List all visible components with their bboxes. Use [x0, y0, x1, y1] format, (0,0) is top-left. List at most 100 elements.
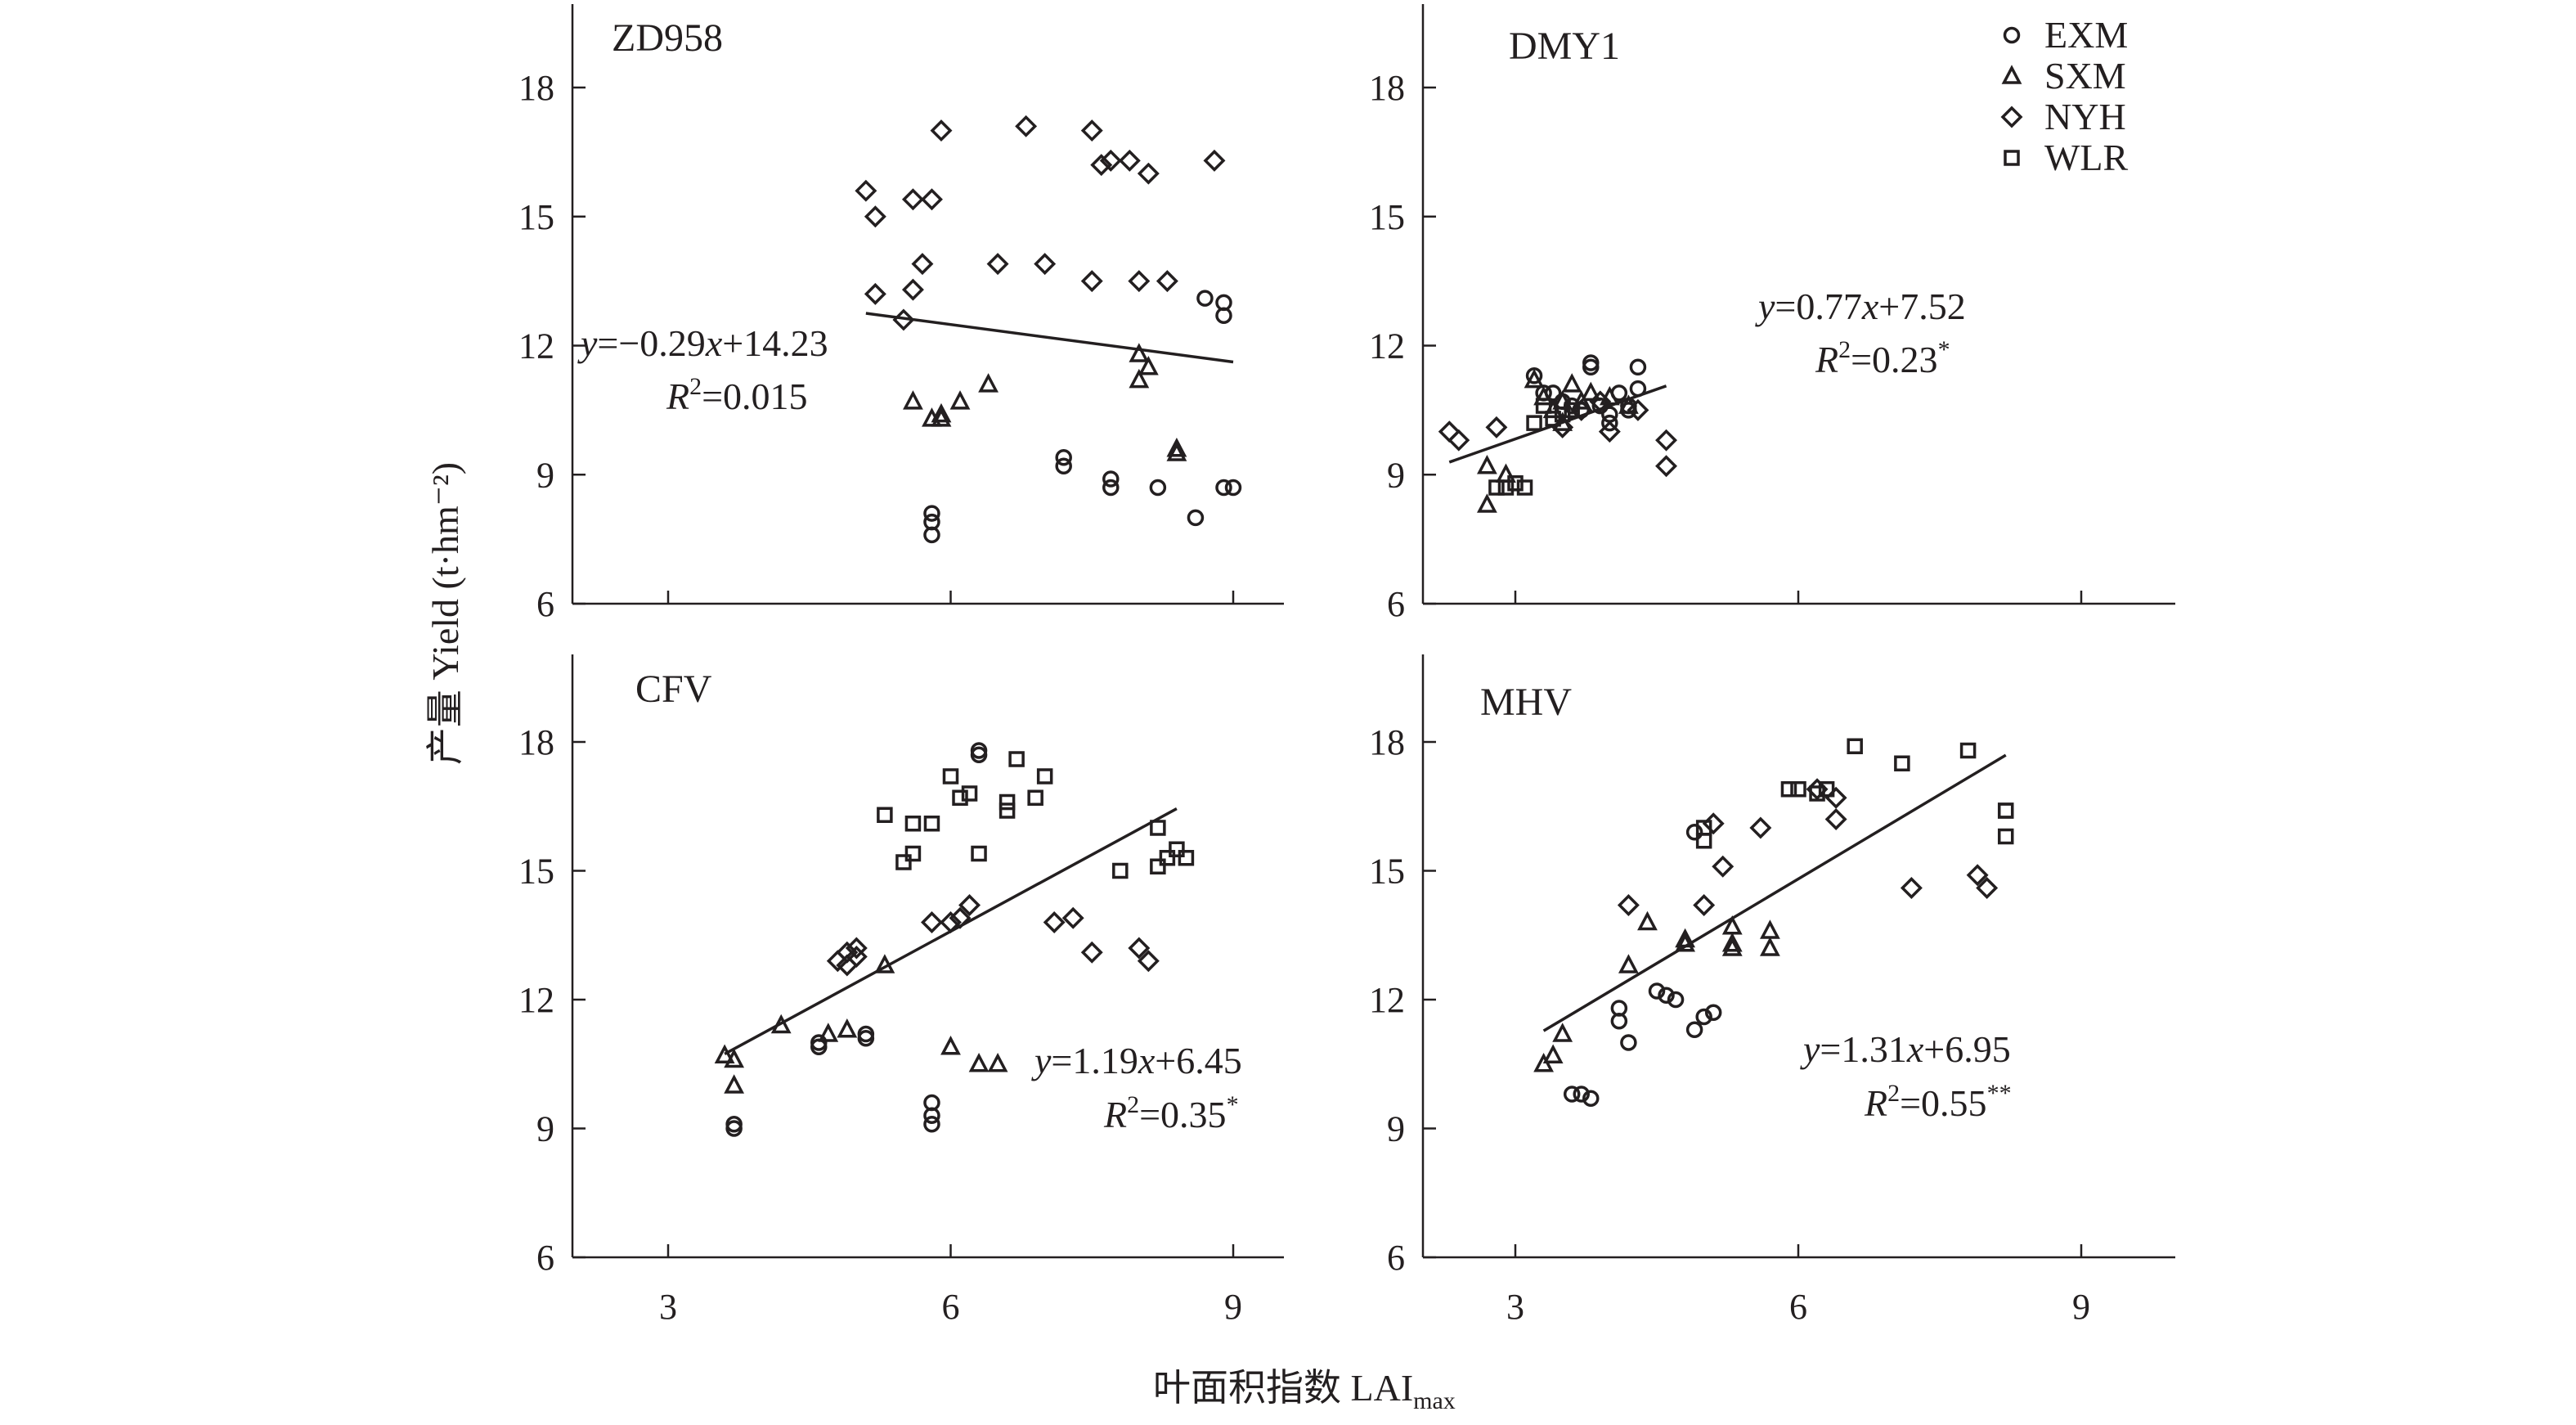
panel-mhv: 6 9 12 15 18 3 6 9 MHV y=1.31x+6.95 R2=0.55** — [1369, 654, 2175, 1327]
x-axis-title-main: 叶面积指数 LAI — [1153, 1367, 1413, 1409]
point-sxm — [724, 1048, 745, 1068]
point-wlr — [1894, 755, 1910, 771]
equation-slope: =1.31 — [1820, 1028, 1906, 1070]
point-sxm — [1721, 915, 1743, 935]
point-nyh — [1617, 894, 1640, 916]
point-wlr — [1790, 781, 1806, 798]
point-sxm — [1533, 385, 1555, 406]
point-sxm — [1496, 463, 1516, 483]
point-wlr — [952, 789, 968, 806]
point-nyh — [1570, 398, 1593, 421]
point-nyh — [1137, 950, 1160, 973]
point-nyh — [1137, 162, 1160, 185]
point-wlr — [1695, 833, 1712, 849]
point-sxm — [987, 1053, 1008, 1072]
panel-dmy1: 6 9 12 15 18 DMY1 y=0.77x+7.52 R2=0.23* — [1369, 4, 2175, 624]
point-exm — [725, 1120, 743, 1137]
point-exm — [1648, 982, 1666, 1000]
point-wlr — [1847, 738, 1863, 754]
legend-marker-nyh — [2000, 106, 2023, 128]
equation-slope: =0.77 — [1775, 285, 1861, 327]
point-wlr — [1997, 802, 2014, 819]
point-nyh — [1824, 786, 1847, 809]
r-value: =0.35 — [1139, 1094, 1226, 1135]
point-sxm — [1542, 1044, 1564, 1063]
point-sxm — [1552, 1023, 1573, 1042]
point-exm — [1055, 448, 1072, 466]
point-wlr — [904, 816, 922, 832]
y-tick-label: 18 — [518, 68, 554, 108]
r-value: =0.015 — [702, 375, 807, 417]
significance-stars: * — [1938, 336, 1950, 363]
point-wlr — [1150, 858, 1166, 874]
r-symbol: R — [666, 375, 689, 417]
point-nyh — [1080, 119, 1103, 142]
x-axis-title-subscript: max — [1413, 1387, 1456, 1414]
point-sxm — [1721, 933, 1743, 952]
point-wlr — [1997, 828, 2014, 845]
legend-label: WLR — [2044, 137, 2129, 178]
r-squared: R2=0.55** — [1864, 1080, 2012, 1124]
y-tick-label: 12 — [1369, 326, 1405, 366]
point-wlr — [1027, 789, 1043, 806]
point-nyh — [1693, 894, 1716, 916]
y-tick-label: 6 — [536, 584, 554, 624]
point-exm — [1055, 457, 1072, 474]
point-wlr — [895, 854, 912, 870]
point-sxm — [724, 1074, 745, 1094]
point-nyh — [1156, 270, 1178, 293]
y-tick-label: 12 — [518, 980, 554, 1020]
y-tick-label: 18 — [518, 722, 554, 762]
legend-label: NYH — [2044, 96, 2126, 137]
r-value: =0.23 — [1851, 339, 1937, 380]
r-exponent: 2 — [1127, 1091, 1139, 1118]
point-sxm — [1759, 919, 1780, 939]
point-wlr — [1112, 862, 1129, 879]
point-nyh — [1824, 808, 1847, 830]
r-squared: R2=0.015 — [666, 373, 808, 417]
equation-y: y — [577, 322, 598, 364]
point-exm — [923, 505, 940, 522]
point-nyh — [920, 188, 943, 211]
point-nyh — [1627, 398, 1649, 421]
point-nyh — [1598, 420, 1621, 443]
point-wlr — [1178, 850, 1195, 866]
point-nyh — [1034, 253, 1057, 276]
equation-x: x — [1138, 1040, 1156, 1081]
x-axis-title: 叶面积指数 LAImax — [1153, 1367, 1456, 1414]
r-symbol: R — [1864, 1082, 1887, 1124]
point-exm — [1695, 1008, 1712, 1026]
point-wlr — [961, 785, 978, 802]
point-nyh — [1976, 877, 1999, 899]
x-tick-label: 3 — [1506, 1287, 1524, 1327]
r-exponent: 2 — [1887, 1080, 1900, 1107]
point-sxm — [1166, 442, 1187, 461]
point-sxm — [1637, 910, 1658, 931]
point-nyh — [1090, 154, 1113, 177]
point-wlr — [942, 768, 959, 784]
point-sxm — [940, 1036, 961, 1055]
x-tick-label: 3 — [659, 1287, 677, 1327]
point-sxm — [1476, 454, 1497, 474]
point-nyh — [1015, 115, 1038, 137]
point-nyh — [855, 179, 877, 202]
point-wlr — [1516, 479, 1533, 496]
point-sxm — [1476, 493, 1497, 513]
point-exm — [1582, 354, 1600, 371]
point-exm — [1601, 414, 1618, 432]
y-tick-label: 6 — [1387, 584, 1405, 624]
point-sxm — [949, 390, 971, 410]
y-tick-label: 15 — [518, 852, 554, 892]
equation-y: y — [1755, 285, 1775, 327]
point-exm — [810, 1034, 828, 1051]
x-tick-label: 6 — [942, 1287, 960, 1327]
point-exm — [1102, 470, 1120, 488]
point-sxm — [1759, 937, 1780, 956]
point-nyh — [1966, 864, 1989, 887]
point-wlr — [1150, 820, 1166, 836]
point-wlr — [1564, 402, 1580, 419]
equation-intercept: +7.52 — [1878, 285, 1965, 327]
point-sxm — [903, 390, 923, 410]
